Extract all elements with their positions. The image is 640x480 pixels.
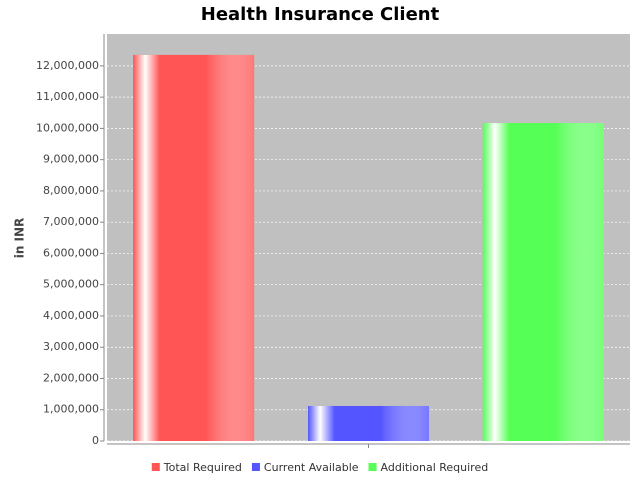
y-tick-label: 6,000,000 bbox=[43, 246, 99, 259]
bar bbox=[308, 405, 429, 441]
y-tick-label: 2,000,000 bbox=[43, 371, 99, 384]
y-tick-label: 8,000,000 bbox=[43, 184, 99, 197]
legend: Total Required Current Available Additiona… bbox=[151, 461, 489, 474]
y-tick-label: 5,000,000 bbox=[43, 278, 99, 291]
y-tick-label: 9,000,000 bbox=[43, 153, 99, 166]
legend-text: Total Required bbox=[163, 461, 242, 474]
legend-text: Additional Required bbox=[381, 461, 489, 474]
legend-swatch bbox=[151, 463, 160, 471]
legend-text: Current Available bbox=[264, 461, 359, 474]
y-axis-label: in INR bbox=[13, 218, 27, 259]
y-tick-label: 1,000,000 bbox=[43, 403, 99, 416]
y-tick-label: 0 bbox=[92, 434, 99, 447]
y-tick-label: 11,000,000 bbox=[36, 90, 99, 103]
bar bbox=[482, 123, 604, 442]
y-tick-label: 12,000,000 bbox=[36, 59, 99, 72]
y-tick-label: 7,000,000 bbox=[43, 215, 99, 228]
legend-swatch bbox=[251, 463, 260, 471]
chart-title: Health Insurance Client bbox=[201, 4, 440, 25]
y-tick-label: 10,000,000 bbox=[36, 121, 99, 134]
bar bbox=[133, 54, 255, 441]
y-tick-label: 4,000,000 bbox=[43, 309, 99, 322]
y-tick-label: 3,000,000 bbox=[43, 340, 99, 353]
legend-swatch bbox=[368, 463, 377, 471]
